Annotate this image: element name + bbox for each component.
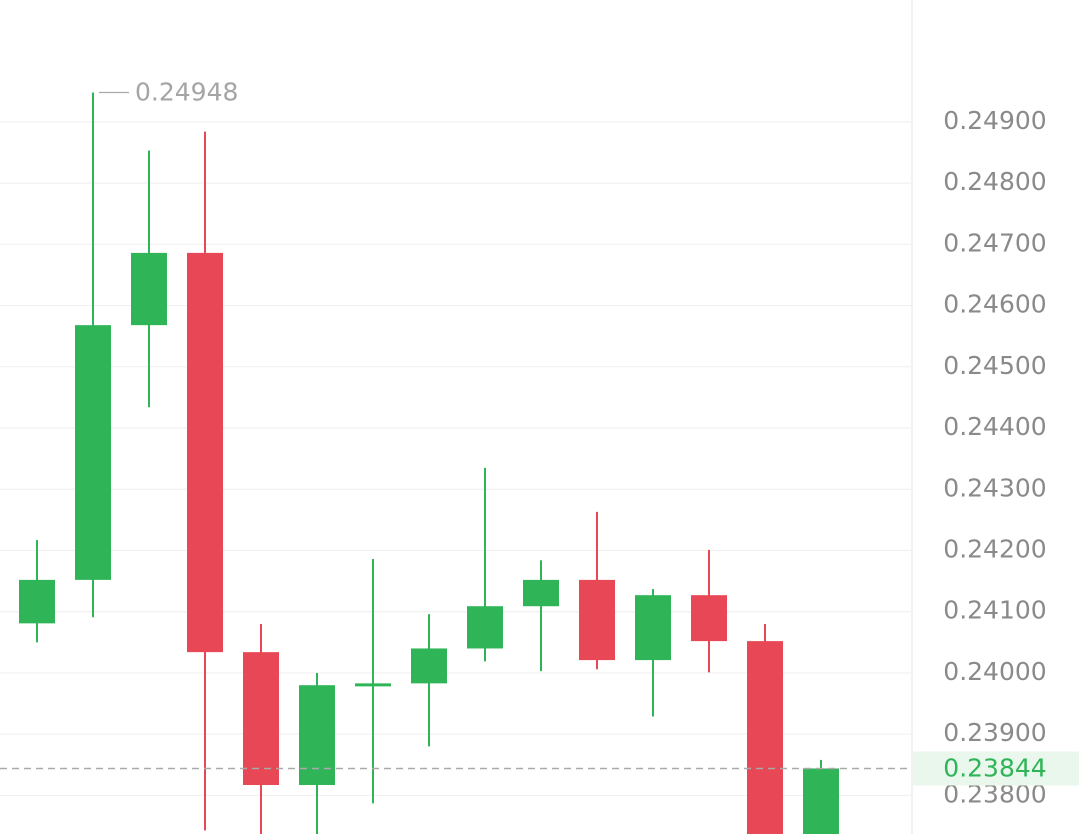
candle-body [187,252,223,653]
candle-body [523,579,559,607]
y-tick-label: 0.24700 [943,228,1046,257]
y-tick-label: 0.24100 [943,596,1046,625]
y-tick-label: 0.24600 [943,290,1046,319]
candle-body [747,641,783,834]
last-price-box [913,751,1079,786]
high-marker-label: 0.24948 [135,77,238,106]
candle-body [691,595,727,642]
candle-body [243,652,279,786]
y-tick-label: 0.24000 [943,657,1046,686]
last-price-label: 0.23844 [943,753,1046,782]
y-tick-label: 0.24200 [943,534,1046,563]
candle-body [75,325,111,580]
candle-body [411,648,447,684]
candle-body [803,768,839,834]
candle-body [131,252,167,326]
candle-body [467,606,503,649]
candle-body [579,579,615,661]
y-tick-label: 0.24500 [943,351,1046,380]
candle-body [19,579,55,624]
y-tick-label: 0.24900 [943,106,1046,135]
y-tick-label: 0.24800 [943,167,1046,196]
candle-body [299,685,335,786]
candle-body [635,595,671,661]
y-tick-label: 0.23900 [943,718,1046,747]
y-tick-label: 0.24300 [943,473,1046,502]
y-tick-label: 0.24400 [943,412,1046,441]
candle-body [355,683,391,687]
